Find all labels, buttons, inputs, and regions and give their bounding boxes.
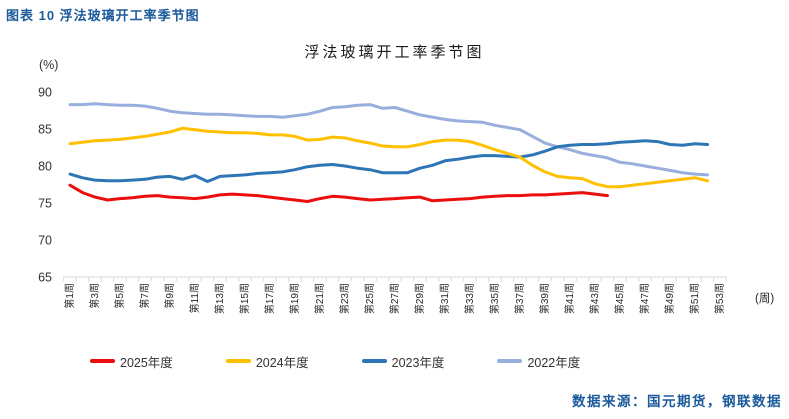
x-tick-label: 第51周 — [688, 283, 701, 314]
figure-caption: 图表 10 浮法玻璃开工率季节图 — [6, 8, 200, 23]
x-tick-label: 第19周 — [288, 283, 301, 314]
x-axis-unit-label: (周) — [755, 293, 775, 305]
legend-item-2022: 2022年度 — [497, 352, 580, 371]
chart-title: 浮法玻璃开工率季节图 — [304, 44, 485, 61]
legend-label: 2024年度 — [255, 355, 309, 370]
x-tick-label: 第11周 — [188, 283, 201, 313]
legend-line-swatch — [361, 359, 387, 363]
legend-label: 2025年度 — [120, 355, 173, 370]
x-tick-label: 第35周 — [488, 283, 501, 314]
y-tick-label: 75 — [38, 197, 52, 211]
legend-label: 2022年度 — [527, 355, 581, 370]
x-tick-label: 第33周 — [463, 283, 476, 314]
legend-line-swatch — [225, 359, 251, 363]
x-tick-label: 第37周 — [513, 283, 526, 314]
series-line-2025 — [68, 183, 609, 203]
y-tick-label: 80 — [38, 160, 52, 174]
x-tick-label: 第13周 — [213, 283, 226, 314]
x-tick-label: 第49周 — [663, 283, 676, 314]
legend-line-swatch — [497, 359, 523, 363]
x-tick-label: 第1周 — [63, 283, 76, 309]
x-tick-label: 第45周 — [613, 283, 626, 314]
y-tick-label: 70 — [38, 234, 52, 248]
legend-item-2024: 2024年度 — [225, 352, 309, 371]
legend-item-2025: 2025年度 — [90, 352, 173, 371]
y-axis-unit-label: (%) — [39, 58, 59, 72]
x-tick-label: 第27周 — [388, 283, 401, 314]
x-tick-label: 第23周 — [338, 283, 351, 314]
x-tick-label: 第25周 — [363, 283, 376, 314]
y-tick-label: 90 — [38, 86, 52, 100]
y-tick-label: 65 — [38, 271, 52, 285]
x-tick-label: 第21周 — [313, 283, 326, 314]
x-tick-label: 第3周 — [88, 283, 101, 309]
x-tick-label: 第7周 — [138, 283, 151, 309]
x-axis — [63, 276, 727, 282]
legend-item-2023: 2023年度 — [361, 352, 445, 371]
y-tick-label: 85 — [38, 123, 52, 137]
y-axis-labels: 90 85 80 75 70 65 — [38, 86, 52, 285]
x-tick-label: 第9周 — [163, 283, 176, 309]
x-tick-label: 第47周 — [638, 283, 651, 314]
x-tick-label: 第17周 — [263, 283, 276, 314]
data-source-note: 数据来源：国元期货，钢联数据 — [572, 394, 782, 409]
series-line-2022 — [68, 102, 709, 177]
legend: 2025年度 2024年度 2023年度 2022年度 — [90, 352, 580, 371]
series-line-2024 — [68, 126, 709, 189]
x-tick-label: 第43周 — [588, 283, 601, 314]
x-tick-label: 第31周 — [438, 283, 451, 314]
x-tick-label: 第39周 — [538, 283, 551, 314]
legend-line-swatch — [90, 359, 115, 363]
series-line-2023 — [68, 139, 709, 183]
x-tick-label: 第41周 — [563, 283, 576, 314]
x-tick-label: 第15周 — [238, 283, 251, 314]
legend-label: 2023年度 — [391, 355, 445, 370]
x-tick-label: 第5周 — [113, 283, 126, 309]
x-axis-labels: 第1周 第3周 第5周 第7周 第9周 第11周 第13周 第15周 第17周 第19周 第21周第… — [63, 283, 726, 314]
x-tick-label: 第29周 — [413, 283, 426, 314]
x-tick-label: 第53周 — [713, 283, 726, 314]
